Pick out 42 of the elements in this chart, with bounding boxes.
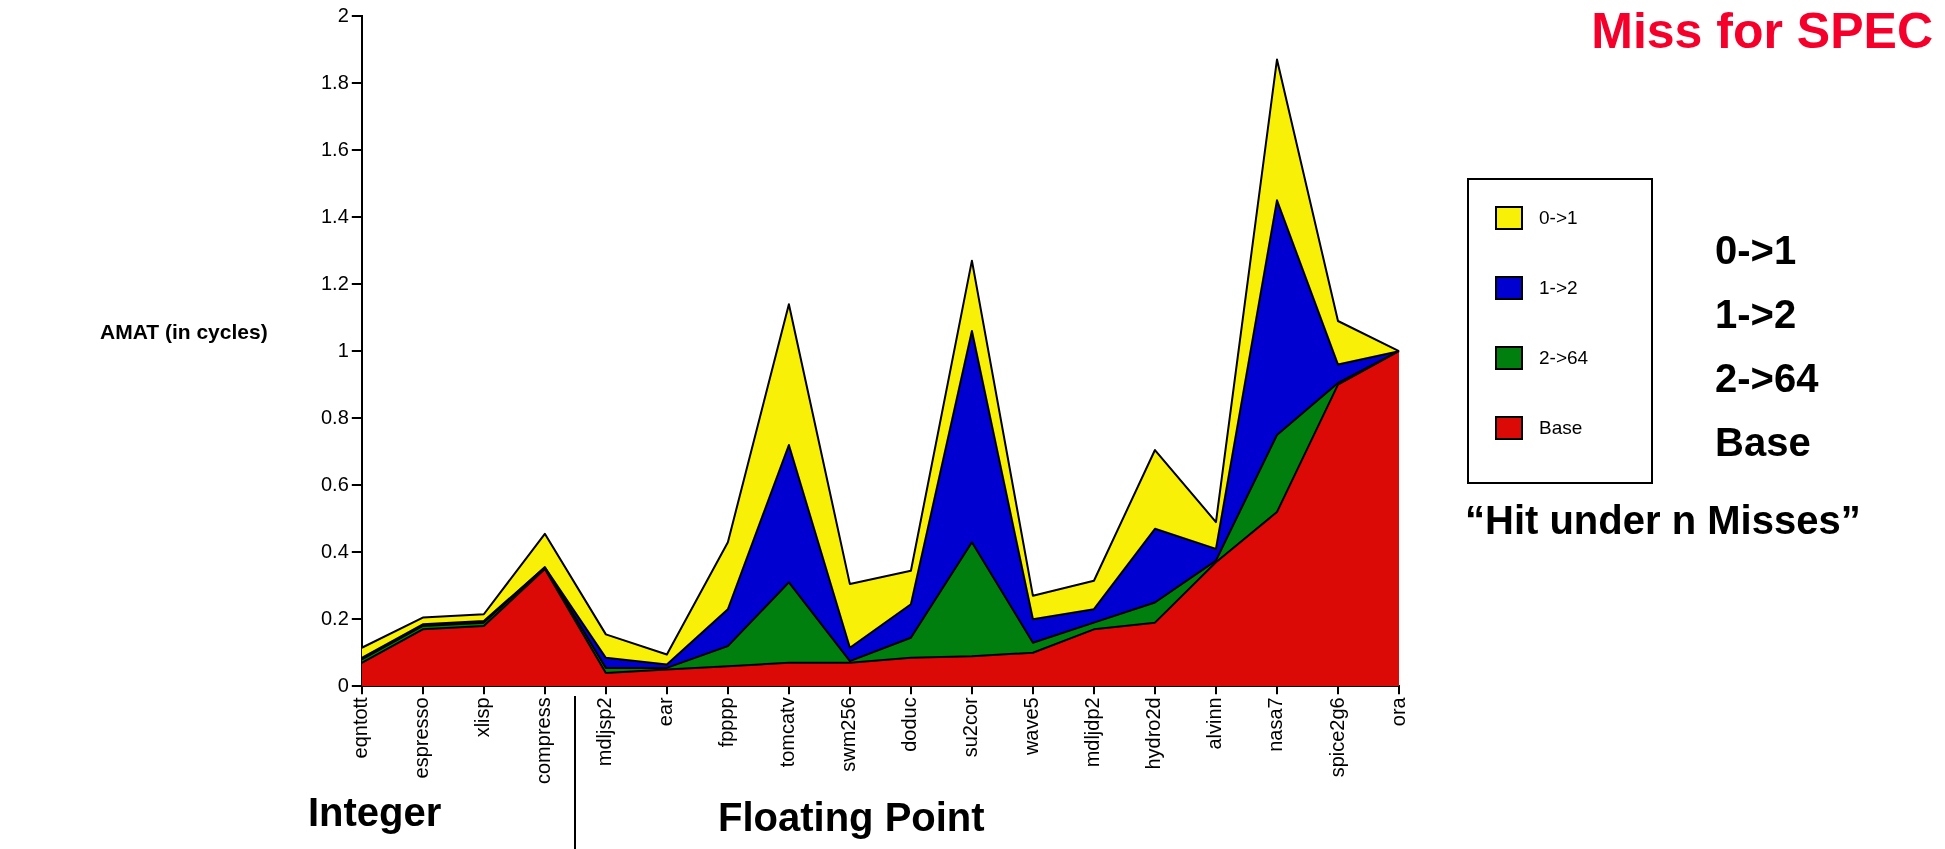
y-tick-label: 2: [337, 3, 349, 26]
x-tick-label: espresso: [410, 697, 433, 779]
x-tick-label: ora: [1386, 696, 1409, 727]
text: 2->64: [1715, 356, 1819, 401]
text: 1->2: [1715, 292, 1797, 337]
text: 0->1: [1715, 228, 1797, 273]
y-tick-label: 0.4: [320, 539, 349, 562]
y-tick-label: 1.8: [320, 70, 349, 93]
y-tick-label: 0: [337, 673, 349, 696]
y-tick-label: 0.6: [320, 472, 349, 495]
y-tick-label: 0.2: [320, 606, 349, 629]
text: Miss for SPEC: [1591, 2, 1933, 60]
text: Integer: [308, 790, 442, 835]
x-tick-label: spice2g6: [1325, 697, 1348, 778]
legend-label: 1->2: [1539, 277, 1578, 299]
x-tick-label: xlisp: [471, 697, 494, 738]
x-tick-label: su2cor: [959, 696, 982, 758]
legend-label: 0->1: [1539, 207, 1578, 229]
legend-label: 2->64: [1539, 347, 1589, 369]
y-tick-label: 1.4: [320, 204, 349, 227]
x-tick-label: alvinn: [1203, 697, 1226, 750]
x-tick-label: mdljsp2: [593, 697, 616, 767]
y-tick-label: 1.6: [320, 137, 349, 160]
x-tick-label: mdljdp2: [1081, 697, 1104, 768]
x-tick-label: doduc: [898, 697, 921, 752]
text: “Hit under n Misses”: [1465, 498, 1861, 543]
y-tick-label: 0.8: [320, 405, 349, 428]
x-tick-label: hydro2d: [1142, 697, 1165, 770]
y-axis-title: AMAT (in cycles): [100, 320, 268, 344]
x-tick-label: compress: [532, 697, 555, 785]
x-tick-label: tomcatv: [776, 697, 799, 768]
y-tick-label: 1: [337, 338, 349, 361]
x-tick-label: eqntott: [349, 696, 372, 759]
x-tick-label: ear: [654, 696, 677, 727]
x-tick-label: fpppp: [715, 697, 738, 748]
legend-label: Base: [1539, 417, 1583, 439]
x-tick-label: wave5: [1020, 697, 1043, 757]
text: Base: [1715, 420, 1811, 465]
x-tick-label: swm256: [837, 697, 860, 772]
text: Floating Point: [718, 795, 985, 840]
x-tick-label: nasa7: [1264, 697, 1287, 752]
y-tick-label: 1.2: [320, 271, 349, 294]
